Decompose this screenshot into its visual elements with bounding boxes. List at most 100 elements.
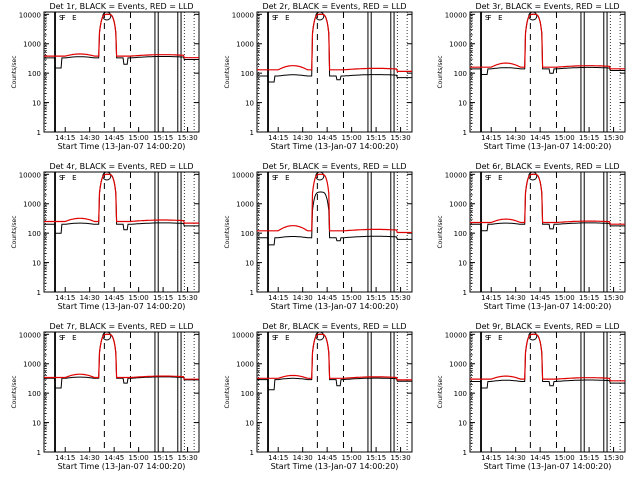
y-tick-label: 10000 — [19, 11, 41, 19]
x-tick-label: 14:30 — [293, 294, 313, 302]
x-tick-label: 15:00 — [342, 134, 362, 142]
x-tick-label: 15:30 — [390, 454, 410, 462]
series-lld-line — [44, 173, 199, 224]
x-tick-label: 15:30 — [603, 294, 623, 302]
detector-panel-9: Det 9r, BLACK = Events, RED = LLD Counts/… — [437, 322, 626, 471]
x-axis-label: Start Time (13-Jan-07 14:00:20) — [271, 142, 399, 151]
x-axis-label: Start Time (13-Jan-07 14:00:20) — [271, 462, 399, 471]
x-tick-label: 14:15 — [268, 134, 288, 142]
y-axis-label: Counts/sec — [224, 375, 231, 408]
y-axis-label: Counts/sec — [224, 55, 231, 88]
event-marker-s: S — [272, 14, 277, 22]
y-tick-label: 100 — [241, 230, 254, 238]
x-tick-label: 14:45 — [104, 454, 124, 462]
series-events-line — [470, 333, 625, 389]
event-marker-e: E — [72, 174, 76, 182]
y-tick-label: 100 — [241, 390, 254, 398]
y-tick-label: 10 — [32, 260, 41, 268]
event-marker-e: E — [285, 174, 289, 182]
x-tick-label: 15:30 — [177, 294, 197, 302]
panel-title: Det 6r, BLACK = Events, RED = LLD — [475, 162, 619, 171]
x-axis-label: Start Time (13-Jan-07 14:00:20) — [484, 142, 612, 151]
x-tick-label: 15:30 — [603, 134, 623, 142]
x-tick-label: 15:15 — [579, 454, 599, 462]
y-tick-label: 100 — [28, 230, 41, 238]
y-tick-label: 1000 — [449, 201, 467, 209]
x-axis-label: Start Time (13-Jan-07 14:00:20) — [271, 302, 399, 311]
x-tick-label: 14:30 — [80, 454, 100, 462]
series-events-line — [44, 13, 199, 69]
y-tick-label: 1000 — [449, 41, 467, 49]
plot-frame — [469, 331, 626, 453]
y-tick-label: 10000 — [232, 11, 254, 19]
x-tick-label: 15:00 — [342, 454, 362, 462]
x-tick-label: 15:15 — [366, 454, 386, 462]
x-axis-label: Start Time (13-Jan-07 14:00:20) — [58, 142, 186, 151]
y-tick-label: 10 — [32, 100, 41, 108]
plot-frame — [43, 11, 200, 133]
event-marker-f: F — [488, 174, 492, 182]
event-marker-f: F — [488, 14, 492, 22]
series-events-line — [257, 191, 412, 246]
y-tick-label: 10 — [245, 260, 254, 268]
event-marker-s: S — [272, 174, 277, 182]
x-tick-label: 14:30 — [80, 134, 100, 142]
y-tick-label: 10 — [458, 260, 467, 268]
x-tick-label: 15:15 — [579, 134, 599, 142]
series-events-line — [257, 333, 412, 391]
panel-title: Det 5r, BLACK = Events, RED = LLD — [262, 162, 406, 171]
x-tick-label: 14:45 — [317, 454, 337, 462]
event-marker-e: E — [285, 334, 289, 342]
detector-panel-6: Det 6r, BLACK = Events, RED = LLD Counts/… — [437, 162, 626, 311]
x-tick-label: 15:00 — [129, 134, 149, 142]
y-axis-label: Counts/sec — [437, 215, 444, 248]
event-marker-s: S — [59, 14, 64, 22]
y-tick-label: 1000 — [449, 361, 467, 369]
y-tick-label: 10000 — [19, 331, 41, 339]
y-axis-label: Counts/sec — [11, 55, 18, 88]
y-tick-label: 100 — [454, 70, 467, 78]
x-axis-label: Start Time (13-Jan-07 14:00:20) — [58, 462, 186, 471]
event-marker-e: E — [498, 14, 502, 22]
plot-frame — [43, 331, 200, 453]
detector-panel-1: Det 1r, BLACK = Events, RED = LLD Counts/… — [11, 2, 200, 151]
series-lld-line — [257, 13, 412, 72]
x-axis-label: Start Time (13-Jan-07 14:00:20) — [484, 462, 612, 471]
x-tick-label: 15:15 — [366, 294, 386, 302]
x-tick-label: 14:45 — [530, 294, 550, 302]
series-lld-line — [470, 333, 625, 382]
y-axis-label: Counts/sec — [437, 375, 444, 408]
detector-panel-5: Det 5r, BLACK = Events, RED = LLD Counts/… — [224, 162, 413, 311]
y-axis-label: Counts/sec — [11, 375, 18, 408]
y-tick-label: 10 — [245, 420, 254, 428]
x-tick-label: 15:00 — [555, 134, 575, 142]
y-axis-label: Counts/sec — [11, 215, 18, 248]
plot-frame — [43, 171, 200, 293]
series-events-line — [44, 173, 199, 234]
x-tick-label: 14:15 — [55, 134, 75, 142]
y-tick-label: 1 — [37, 129, 41, 137]
x-tick-label: 15:30 — [177, 134, 197, 142]
x-tick-label: 15:00 — [129, 294, 149, 302]
x-tick-label: 14:45 — [317, 134, 337, 142]
event-marker-f: F — [62, 14, 66, 22]
x-tick-label: 15:15 — [579, 294, 599, 302]
plot-frame — [469, 11, 626, 133]
x-tick-label: 14:30 — [80, 294, 100, 302]
x-tick-label: 14:45 — [530, 134, 550, 142]
event-marker-e: E — [498, 334, 502, 342]
y-axis-label: Counts/sec — [437, 55, 444, 88]
panel-title: Det 3r, BLACK = Events, RED = LLD — [475, 2, 619, 11]
y-tick-label: 10000 — [445, 331, 467, 339]
y-tick-label: 10 — [32, 420, 41, 428]
event-marker-f: F — [62, 174, 66, 182]
y-tick-label: 1000 — [236, 201, 254, 209]
y-tick-label: 1 — [37, 449, 41, 457]
y-tick-label: 1000 — [236, 361, 254, 369]
y-tick-label: 10000 — [232, 171, 254, 179]
x-tick-label: 14:45 — [317, 294, 337, 302]
event-marker-f: F — [488, 334, 492, 342]
y-tick-label: 1000 — [236, 41, 254, 49]
y-tick-label: 10000 — [232, 331, 254, 339]
